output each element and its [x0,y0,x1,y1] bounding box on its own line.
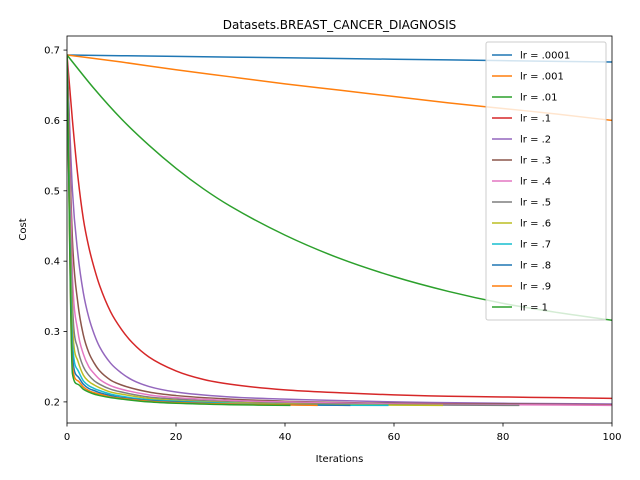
y-axis: 0.2 0.3 0.4 0.5 0.6 0.7 [44,46,67,408]
y-axis-label: Cost [18,218,29,240]
legend-label: lr = .0001 [520,51,570,62]
legend-label: lr = .8 [520,261,551,272]
x-tick-label: 60 [388,432,401,443]
x-tick-label: 0 [64,432,70,443]
legend-label: lr = .3 [520,156,551,167]
legend-label: lr = .1 [520,114,551,125]
x-axis: 0 20 40 60 80 100 [64,423,622,443]
legend-label: lr = .6 [520,219,551,230]
legend: lr = .0001 lr = .001 lr = .01 lr = .1 lr = .… [485,41,607,321]
legend-label: lr = .01 [520,93,558,104]
y-tick-label: 0.4 [44,257,60,268]
series-layer [67,54,612,407]
series-line-3 [67,54,612,400]
legend-label: lr = .5 [520,198,551,209]
x-tick-label: 40 [279,432,292,443]
x-tick-label: 80 [497,432,510,443]
legend-label: lr = .001 [520,72,564,83]
legend-label: lr = .4 [520,177,551,188]
x-tick-label: 100 [602,432,621,443]
legend-label: lr = 1 [520,303,548,314]
y-tick-label: 0.5 [44,186,60,197]
x-tick-label: 20 [170,432,183,443]
y-tick-label: 0.7 [44,46,60,57]
legend-frame [485,41,607,321]
y-tick-label: 0.3 [44,327,60,338]
plot-frame [66,35,613,424]
legend-label: lr = .7 [520,240,551,251]
chart-title: Datasets.BREAST_CANCER_DIAGNOSIS [223,18,457,32]
x-axis-label: Iterations [316,454,364,465]
y-tick-label: 0.2 [44,397,60,408]
series-line-4 [67,54,612,405]
legend-label: lr = .9 [520,282,551,293]
legend-label: lr = .2 [520,135,551,146]
y-tick-label: 0.6 [44,116,60,127]
series-line-12 [67,54,291,407]
